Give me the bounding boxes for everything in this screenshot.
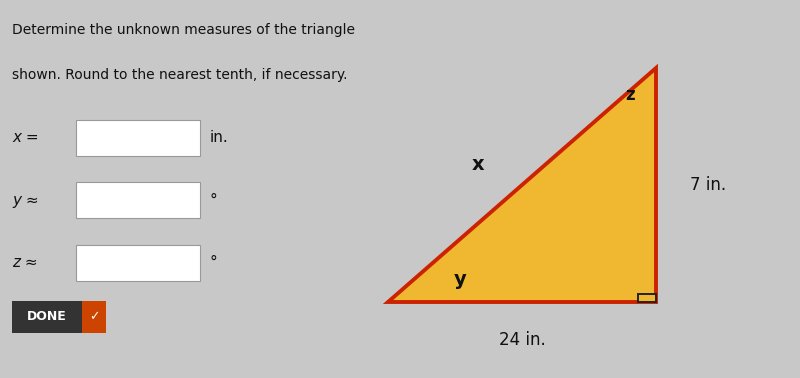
- FancyBboxPatch shape: [76, 183, 200, 218]
- Text: 7 in.: 7 in.: [690, 176, 726, 194]
- Polygon shape: [388, 68, 656, 302]
- Text: y: y: [454, 270, 466, 289]
- Text: °: °: [210, 255, 218, 270]
- FancyBboxPatch shape: [12, 301, 82, 333]
- Text: shown. Round to the nearest tenth, if necessary.: shown. Round to the nearest tenth, if ne…: [12, 68, 347, 82]
- Text: DONE: DONE: [27, 310, 67, 323]
- FancyBboxPatch shape: [76, 120, 200, 156]
- Text: 24 in.: 24 in.: [498, 331, 546, 349]
- Text: z ≈: z ≈: [12, 255, 38, 270]
- FancyBboxPatch shape: [76, 245, 200, 280]
- Text: y ≈: y ≈: [12, 193, 38, 208]
- Text: ✓: ✓: [89, 310, 100, 323]
- Text: in.: in.: [210, 130, 228, 146]
- Text: x =: x =: [12, 130, 38, 146]
- Text: °: °: [210, 193, 218, 208]
- Text: x: x: [472, 155, 484, 174]
- Text: Determine the unknown measures of the triangle: Determine the unknown measures of the tr…: [12, 23, 355, 37]
- Text: z: z: [626, 85, 635, 104]
- Bar: [638, 294, 656, 302]
- FancyBboxPatch shape: [82, 301, 106, 333]
